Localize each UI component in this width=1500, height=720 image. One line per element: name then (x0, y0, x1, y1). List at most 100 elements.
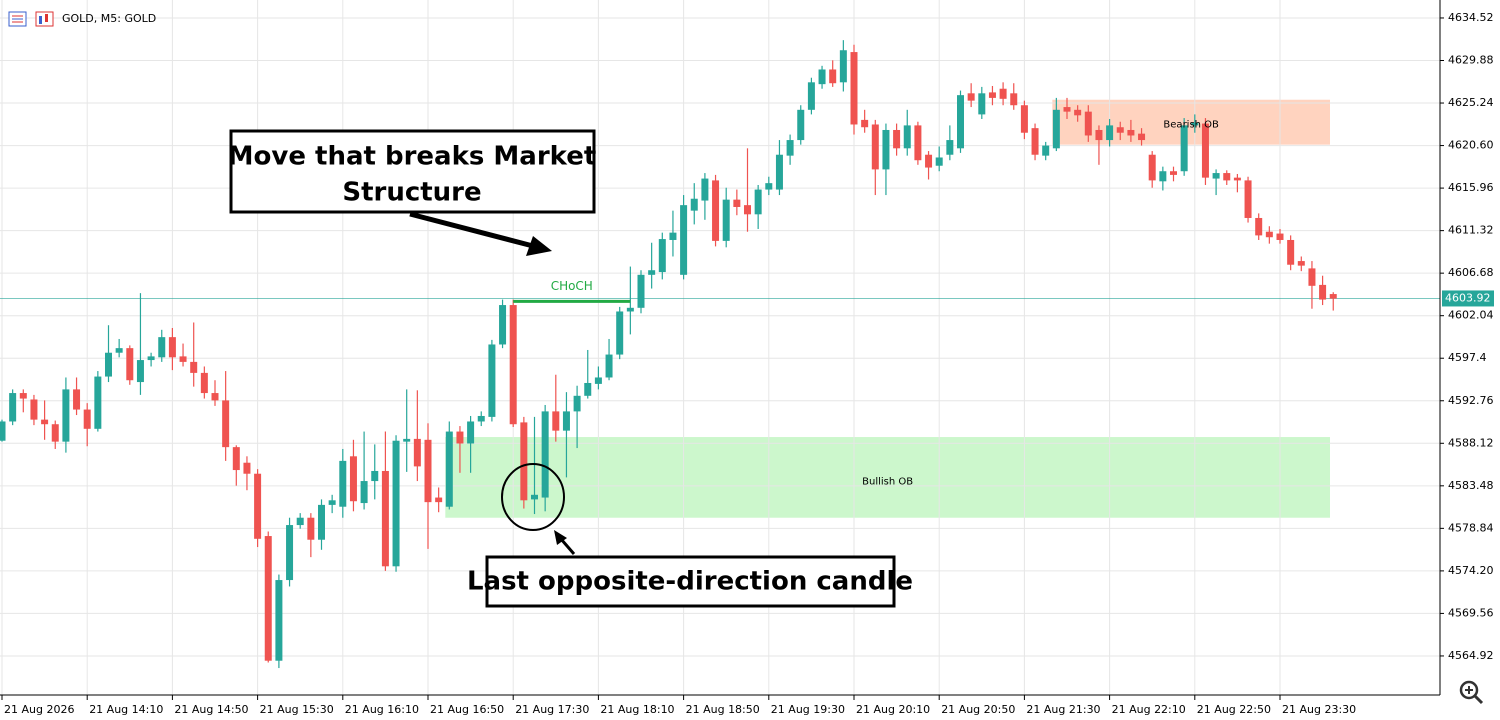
y-tick-label: 4606.68 (1448, 266, 1494, 279)
candle-body (967, 93, 975, 101)
x-tick-label: 21 Aug 15:30 (260, 703, 334, 716)
candle-body (1223, 173, 1231, 181)
candle-body (531, 494, 538, 500)
candle-body (307, 517, 315, 540)
candle-body (1170, 171, 1177, 175)
candle-body (754, 189, 762, 215)
candle-body (318, 504, 325, 540)
candle-body (850, 52, 858, 125)
candle-body (1127, 129, 1135, 136)
x-tick-label: 21 Aug 18:10 (600, 703, 674, 716)
x-tick-label: 21 Aug 14:10 (89, 703, 163, 716)
candle-body (381, 470, 389, 567)
candle-body (871, 124, 879, 170)
candle-body (1031, 128, 1039, 155)
candle-body (0, 421, 6, 441)
candle-body (30, 399, 38, 420)
zoom-icon[interactable] (1473, 694, 1484, 705)
candle-body (179, 356, 187, 362)
candle-body (296, 517, 304, 526)
y-tick-label: 4592.76 (1448, 394, 1494, 407)
candle-body (1020, 105, 1028, 133)
candle-body (51, 424, 59, 442)
candle-body (839, 50, 847, 83)
candle-body (1329, 294, 1337, 299)
candle-body (562, 411, 570, 431)
icon (45, 14, 48, 22)
candle-body (988, 92, 996, 98)
candle-body (1308, 268, 1316, 286)
candle-body (467, 421, 475, 444)
callout-box (229, 129, 596, 214)
y-tick-label: 4629.88 (1448, 53, 1494, 66)
candle-body (147, 356, 155, 361)
y-tick-label: 4578.84 (1448, 521, 1494, 534)
candle-body (775, 154, 783, 190)
candle-body (797, 109, 805, 141)
arrow-head (554, 530, 567, 545)
candle-body (669, 232, 677, 240)
candle-body (168, 337, 176, 358)
chart-title: GOLD, M5: GOLD (62, 12, 156, 25)
icon (35, 11, 54, 27)
y-tick-label: 4620.60 (1448, 139, 1494, 152)
x-tick-label: 21 Aug 20:10 (856, 703, 930, 716)
candle-body (1244, 180, 1252, 218)
candle-body (1319, 284, 1327, 300)
candle-body (499, 305, 507, 345)
candle-body (541, 411, 549, 498)
candle-body (1233, 177, 1241, 181)
candle-body (1095, 129, 1103, 141)
y-tick-label: 4602.04 (1448, 309, 1494, 322)
y-tick-label: 4611.32 (1448, 224, 1494, 237)
y-tick-label: 4564.92 (1448, 649, 1494, 662)
candle-body (744, 205, 751, 215)
zoom-icon[interactable] (1459, 680, 1479, 700)
candle-body (807, 82, 815, 110)
candle-body (626, 307, 634, 312)
last-price-tag (1442, 290, 1494, 307)
candle-body (264, 536, 272, 661)
candle-body (424, 439, 432, 503)
candle-body (158, 337, 166, 358)
candle-body (978, 93, 986, 115)
candle-body (1010, 93, 1018, 106)
x-tick-label: 21 Aug 17:30 (515, 703, 589, 716)
candle-body (360, 481, 368, 504)
candle-body (339, 460, 347, 507)
last-price-label: 4603.92 (1445, 291, 1491, 304)
callout-box (485, 555, 896, 608)
x-tick-label: 21 Aug 16:10 (345, 703, 419, 716)
candle-body (861, 119, 869, 128)
candle-body (136, 360, 144, 383)
candle-body (456, 431, 464, 444)
y-tick-label: 4574.20 (1448, 564, 1494, 577)
candle-body (41, 419, 49, 425)
candle-body (126, 348, 134, 381)
callout-text: Move that breaks Market (228, 142, 597, 172)
candle-body (616, 311, 624, 355)
candle-body (584, 382, 592, 396)
candle-body (1063, 107, 1071, 112)
candle-body (232, 447, 240, 471)
x-tick-label: 21 Aug 19:30 (771, 703, 845, 716)
order-block (445, 437, 1330, 518)
candle-body (520, 422, 528, 501)
candle-body (115, 348, 123, 353)
y-tick-label: 4597.4 (1448, 351, 1487, 364)
candle-body (222, 400, 230, 448)
candle-body (190, 361, 198, 373)
candle-body (1138, 133, 1146, 141)
candle-body (1180, 125, 1188, 172)
y-tick-label: 4569.56 (1448, 606, 1494, 619)
candle-body (1191, 122, 1199, 126)
x-tick-label: 21 Aug 22:10 (1112, 703, 1186, 716)
candle-body (243, 462, 251, 474)
zoom-button[interactable] (1459, 680, 1484, 705)
candle-body (786, 140, 794, 156)
callout-text: Last opposite-direction candle (467, 567, 913, 597)
candle-body (1276, 233, 1284, 240)
candle-body (935, 157, 943, 166)
